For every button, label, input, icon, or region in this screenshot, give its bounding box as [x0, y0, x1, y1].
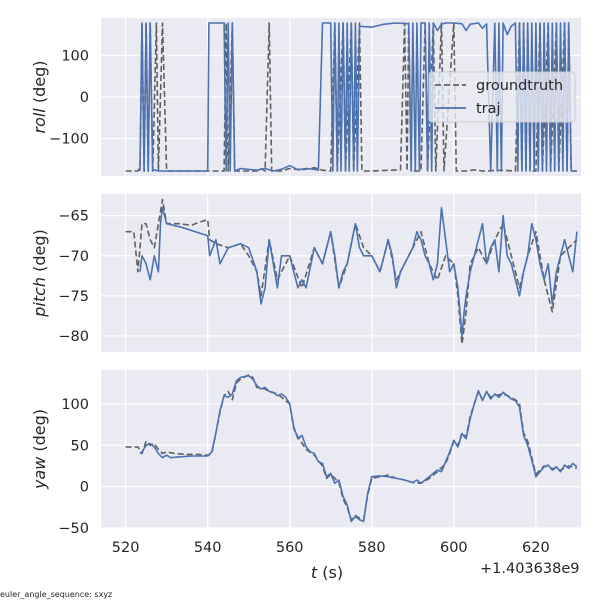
xtick-label: 560 [276, 540, 304, 556]
pitch-plot-area [101, 194, 581, 352]
pitch-ytick-label: −70 [58, 249, 89, 265]
yaw-ylabel: yaw (deg) [30, 409, 49, 490]
yaw-ytick-label: 50 [71, 438, 89, 454]
roll-ytick-label: −100 [49, 132, 89, 148]
legend: groundtruth traj [428, 71, 576, 123]
xtick-label: 600 [440, 540, 468, 556]
pitch-ytick-label: −75 [58, 289, 89, 305]
yaw-traj-line [139, 374, 578, 523]
yaw-ytick-label: 100 [61, 397, 89, 413]
yaw-ytick-label: 0 [80, 480, 89, 496]
roll-ytick-label: 100 [61, 48, 89, 64]
x-axis-label: t (s) [311, 563, 343, 582]
xtick-label: 620 [522, 540, 550, 556]
x-offset-label: +1.403638e9 [480, 561, 579, 577]
pitch-ylabel: pitch (deg) [30, 229, 49, 318]
yaw-ytick-label: −50 [58, 521, 89, 537]
xtick-label: 540 [194, 540, 222, 556]
xtick-label: 580 [358, 540, 386, 556]
pitch-panel: −80 −75 −70 −65 pitch (deg) [30, 194, 581, 352]
legend-traj-label: traj [476, 101, 501, 117]
roll-ytick-label: 0 [80, 90, 89, 106]
pitch-traj-line [139, 206, 578, 337]
footnote: euler_angle_sequence: sxyz [0, 590, 112, 599]
roll-ylabel: roll (deg) [30, 61, 49, 134]
xtick-label: 520 [112, 540, 140, 556]
pitch-ytick-label: −65 [58, 209, 89, 225]
yaw-plot-area [101, 370, 581, 528]
yaw-panel: −50 0 50 100 520 540 560 580 600 620 yaw (deg) [30, 370, 581, 556]
legend-groundtruth-label: groundtruth [476, 78, 563, 94]
pitch-ytick-label: −80 [58, 329, 89, 345]
